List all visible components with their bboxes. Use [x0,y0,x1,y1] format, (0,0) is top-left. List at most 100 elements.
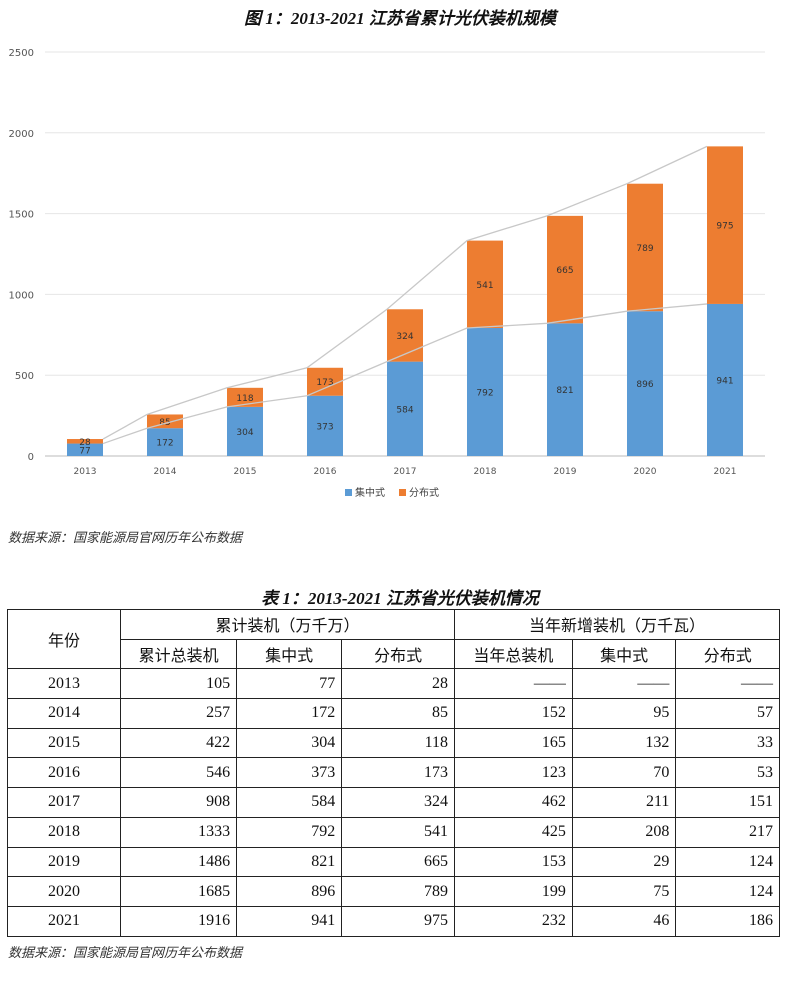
bar-segment [387,309,423,362]
table-row: 2018 1333 792 541 425 208 217 [6,816,780,848]
table-cell: 1333 [120,816,238,848]
table-cell: 2015 [6,727,122,759]
table-cell: 208 [571,816,677,848]
y-tick-label: 2000 [9,129,34,140]
table-cell: 2018 [6,816,122,848]
bar-segment [227,387,263,407]
table-cell: 2016 [6,757,122,789]
table-source: 数据来源：国家能源局官网历年公布数据 [8,946,243,961]
bar-segment [627,183,663,312]
table-cell: 1486 [120,846,238,878]
table-row: 2016 546 373 173 123 70 53 [6,757,780,789]
value-label: 584 [396,405,413,415]
legend-label: 集中式 [355,486,385,499]
table-cell: 462 [453,787,573,818]
table-cell: 105 [120,668,238,700]
table-cell: 172 [236,698,343,729]
value-label: 373 [316,422,333,432]
table-cell: 1916 [120,905,238,937]
y-tick-label: 1000 [9,290,34,301]
table-cell: 257 [120,698,238,729]
table-cell: 2020 [6,876,122,907]
table-cell: 792 [236,816,343,848]
bar-segment [627,311,663,456]
table-cell: 232 [453,905,573,937]
x-tick-label: 2014 [154,467,177,477]
bar-segment [387,361,423,456]
table-cell: 分布式 [341,638,455,670]
table-cell: 422 [120,727,238,759]
table-cell: 152 [453,698,573,729]
legend-label: 分布式 [409,486,439,499]
x-tick-label: 2021 [714,467,737,477]
table-cell: 165 [453,727,573,759]
bar-segment [547,323,583,456]
value-label: 172 [156,439,173,449]
table-cell: 665 [341,846,455,878]
table-cell: 57 [675,698,780,729]
table-cell: —— [453,668,573,700]
table-cell: 53 [675,757,780,789]
legend-swatch [399,489,406,496]
table-title: 表 1：2013-2021 江苏省光伏装机情况 [261,589,539,608]
bar-segment [67,443,103,456]
table-cell: 324 [341,787,455,818]
table-cell: 975 [341,905,455,937]
x-tick-label: 2016 [314,467,337,477]
x-tick-label: 2018 [474,467,497,477]
table-row: 年份 累计装机（万千万） 当年新增装机（万千瓦） [6,608,781,670]
table-cell: 当年新增装机（万千瓦） [453,609,781,640]
value-label: 173 [316,378,333,388]
table-cell: 186 [675,905,780,937]
value-label: 118 [236,394,253,404]
table-cell: 941 [236,905,343,937]
table-cell: 124 [675,846,780,878]
table-cell: 46 [571,905,677,937]
value-label: 541 [476,281,493,291]
table-cell: 546 [120,757,238,789]
table-cell: 821 [236,846,343,878]
table-cell: 124 [675,876,780,907]
table-cell: 29 [571,846,677,878]
table-row: 2019 1486 821 665 153 29 124 [6,846,780,878]
table-cell: 2017 [6,787,122,818]
x-tick-label: 2015 [234,467,257,477]
table-cell: 2019 [6,846,122,878]
table-cell: 28 [341,668,455,700]
table-cell: 2013 [6,668,122,700]
bar-segment [707,303,743,456]
y-tick-label: 0 [28,452,34,463]
table-cell: 118 [341,727,455,759]
table-row: 累计总装机 集中式 分布式 当年总装机 集中式 分布式 [8,638,780,670]
table-cell: 77 [236,668,343,700]
table-cell: 85 [341,698,455,729]
table-row: 2015 422 304 118 165 132 33 [6,727,780,759]
table-cell: 累计装机（万千万） [120,609,455,640]
table-cell: 373 [236,757,343,789]
connector-line [102,303,708,445]
table-cell: 425 [453,816,573,848]
table-row: 2021 1916 941 975 232 46 186 [6,905,780,937]
connector-line [102,145,708,440]
value-label: 324 [396,332,413,342]
table-cell: 集中式 [571,638,677,670]
table-cell: —— [675,668,780,700]
bar-segment [547,215,583,324]
table-cell: 2021 [6,905,122,937]
value-label: 304 [236,428,253,438]
table-cell: 分布式 [675,638,780,670]
value-label: 77 [79,446,90,456]
value-label: 789 [636,244,653,254]
bar-segment [467,240,503,329]
bar-segment [307,395,343,456]
table-row: 2017 908 584 324 462 211 151 [6,787,780,818]
table-cell: 33 [675,727,780,759]
table-cell: 789 [341,876,455,907]
table-cell: 75 [571,876,677,907]
table-cell: 95 [571,698,677,729]
bar-segment [227,406,263,456]
y-tick-label: 2500 [9,48,34,59]
table-cell: 70 [571,757,677,789]
bar-segment [67,439,103,444]
